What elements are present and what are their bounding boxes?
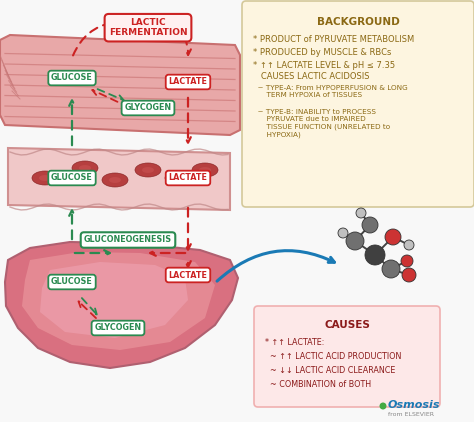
Ellipse shape (199, 167, 211, 173)
Circle shape (365, 245, 385, 265)
FancyBboxPatch shape (254, 306, 440, 407)
Ellipse shape (32, 171, 58, 185)
Polygon shape (22, 252, 215, 350)
Circle shape (385, 229, 401, 245)
Ellipse shape (165, 171, 191, 185)
Text: * PRODUCT of PYRUVATE METABOLISM: * PRODUCT of PYRUVATE METABOLISM (253, 35, 414, 44)
Circle shape (362, 217, 378, 233)
Text: GLYCOGEN: GLYCOGEN (94, 324, 142, 333)
Circle shape (401, 255, 413, 267)
Text: BACKGROUND: BACKGROUND (317, 17, 400, 27)
Text: ~ ↓↓ LACTIC ACID CLEARANCE: ~ ↓↓ LACTIC ACID CLEARANCE (265, 366, 395, 375)
Ellipse shape (79, 165, 91, 171)
Text: * ↑↑ LACTATE LEVEL & pH ≤ 7.35
   CAUSES LACTIC ACIDOSIS: * ↑↑ LACTATE LEVEL & pH ≤ 7.35 CAUSES LA… (253, 61, 395, 81)
Circle shape (356, 208, 366, 218)
Circle shape (338, 228, 348, 238)
Text: * ↑↑ LACTATE:: * ↑↑ LACTATE: (265, 338, 324, 347)
Polygon shape (5, 242, 238, 368)
Text: ~ TYPE-B: INABILITY to PROCESS
      PYRUVATE due to IMPAIRED
      TISSUE FUNCT: ~ TYPE-B: INABILITY to PROCESS PYRUVATE … (253, 109, 390, 138)
Text: GLYCOGEN: GLYCOGEN (125, 103, 172, 113)
Circle shape (404, 240, 414, 250)
Text: CAUSES: CAUSES (324, 320, 370, 330)
Ellipse shape (102, 173, 128, 187)
Text: GLUCOSE: GLUCOSE (51, 173, 93, 182)
Text: GLUCOSE: GLUCOSE (51, 73, 93, 82)
Text: ~ ↑↑ LACTIC ACID PRODUCTION: ~ ↑↑ LACTIC ACID PRODUCTION (265, 352, 401, 361)
Polygon shape (40, 262, 188, 338)
Text: ~ COMBINATION of BOTH: ~ COMBINATION of BOTH (265, 380, 371, 389)
Text: LACTATE: LACTATE (169, 173, 208, 182)
Polygon shape (0, 35, 240, 135)
Text: GLUCONEOGENESIS: GLUCONEOGENESIS (84, 235, 172, 244)
FancyBboxPatch shape (242, 1, 474, 207)
Text: ~ TYPE-A: From HYPOPERFUSION & LONG
      TERM HYPOXIA of TISSUES: ~ TYPE-A: From HYPOPERFUSION & LONG TERM… (253, 85, 408, 98)
Ellipse shape (172, 175, 184, 181)
Circle shape (380, 403, 386, 409)
Text: Osmosis: Osmosis (388, 400, 440, 410)
Ellipse shape (192, 163, 218, 177)
Circle shape (402, 268, 416, 282)
Text: from ELSEVIER: from ELSEVIER (388, 412, 434, 417)
Text: GLUCOSE: GLUCOSE (51, 278, 93, 287)
Ellipse shape (142, 167, 154, 173)
Ellipse shape (72, 161, 98, 175)
Ellipse shape (135, 163, 161, 177)
Text: LACTATE: LACTATE (169, 271, 208, 279)
Polygon shape (8, 148, 230, 210)
Ellipse shape (39, 175, 51, 181)
Text: LACTIC
FERMENTATION: LACTIC FERMENTATION (109, 18, 187, 38)
Ellipse shape (109, 177, 121, 183)
Text: * PRODUCED by MUSCLE & RBCs: * PRODUCED by MUSCLE & RBCs (253, 48, 392, 57)
Circle shape (346, 232, 364, 250)
Circle shape (382, 260, 400, 278)
Text: LACTATE: LACTATE (169, 78, 208, 87)
